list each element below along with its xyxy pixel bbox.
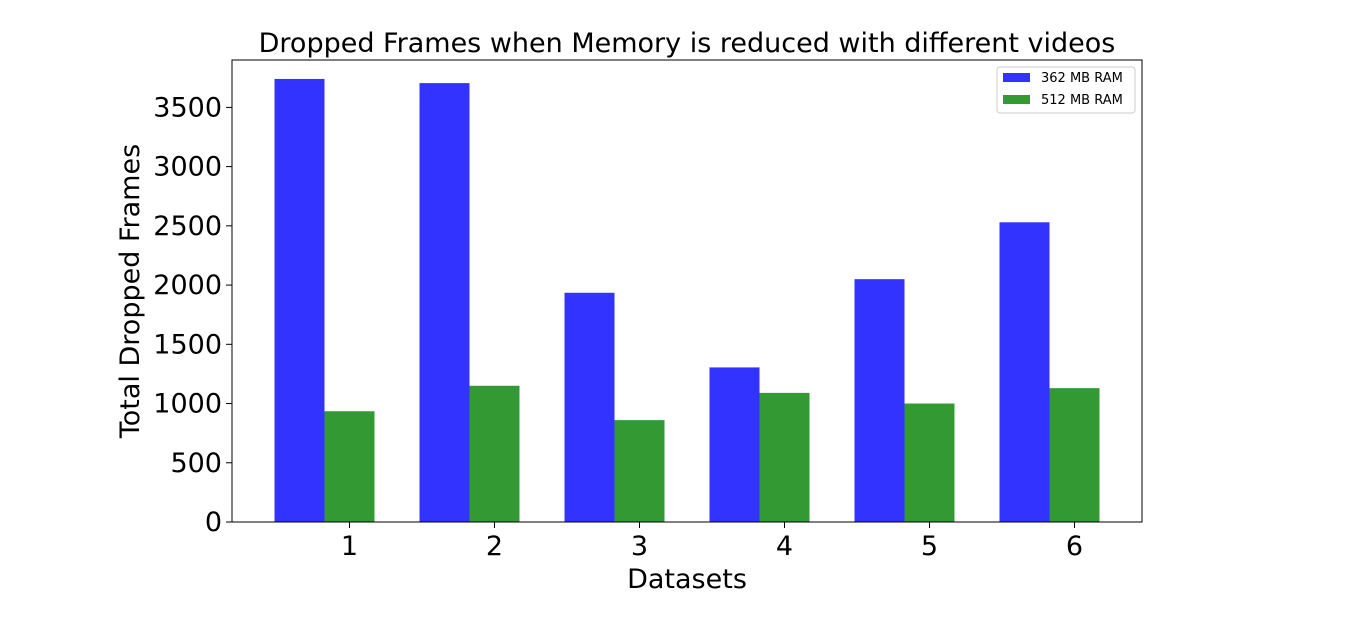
legend-label-362mb: 362 MB RAM [1041,71,1123,86]
x-tick-label: 2 [486,531,503,562]
x-tick-label: 6 [1066,531,1083,562]
y-tick-label: 2000 [153,270,222,301]
bar-series1-dataset-3 [564,292,615,522]
legend: 362 MB RAM 512 MB RAM [996,66,1136,114]
plot-frame [231,59,1143,523]
y-tick-label: 2500 [153,211,222,242]
x-tick-label: 4 [776,531,793,562]
y-axis-label: Total Dropped Frames [115,144,146,439]
legend-swatch-512mb [1003,95,1030,104]
y-tick-label: 0 [205,507,222,538]
y-tick-label: 1500 [153,329,222,360]
y-tick-label: 3500 [153,92,222,123]
bar-series2-dataset-6 [1049,388,1100,522]
chart-title: Dropped Frames when Memory is reduced wi… [259,28,1116,59]
bar-series1-dataset-4 [709,367,760,522]
x-tick-label: 5 [921,531,938,562]
x-axis-ticks: 1 2 3 4 5 6 [341,522,1083,562]
bar-series2-dataset-2 [469,385,520,522]
bar-series1-dataset-2 [419,83,470,522]
y-tick-label: 1000 [153,389,222,420]
x-axis-label: Datasets [627,564,747,595]
bar-series1-dataset-1 [274,78,325,522]
y-tick-label: 3000 [153,152,222,183]
bar-series2-dataset-1 [324,411,375,522]
legend-label-512mb: 512 MB RAM [1041,93,1123,108]
x-tick-label: 1 [341,531,358,562]
y-axis-ticks: 0 500 1000 1500 2000 2500 3000 3500 [153,92,232,538]
legend-swatch-362mb [1003,73,1030,82]
bars-group [274,78,1100,523]
bar-series2-dataset-5 [904,403,955,522]
bar-series2-dataset-3 [614,420,665,522]
x-tick-label: 3 [631,531,648,562]
bar-series1-dataset-6 [999,222,1050,523]
y-tick-label: 500 [170,448,222,479]
bar-series1-dataset-5 [854,279,905,522]
legend-box [996,66,1136,114]
bar-series2-dataset-4 [759,392,810,522]
